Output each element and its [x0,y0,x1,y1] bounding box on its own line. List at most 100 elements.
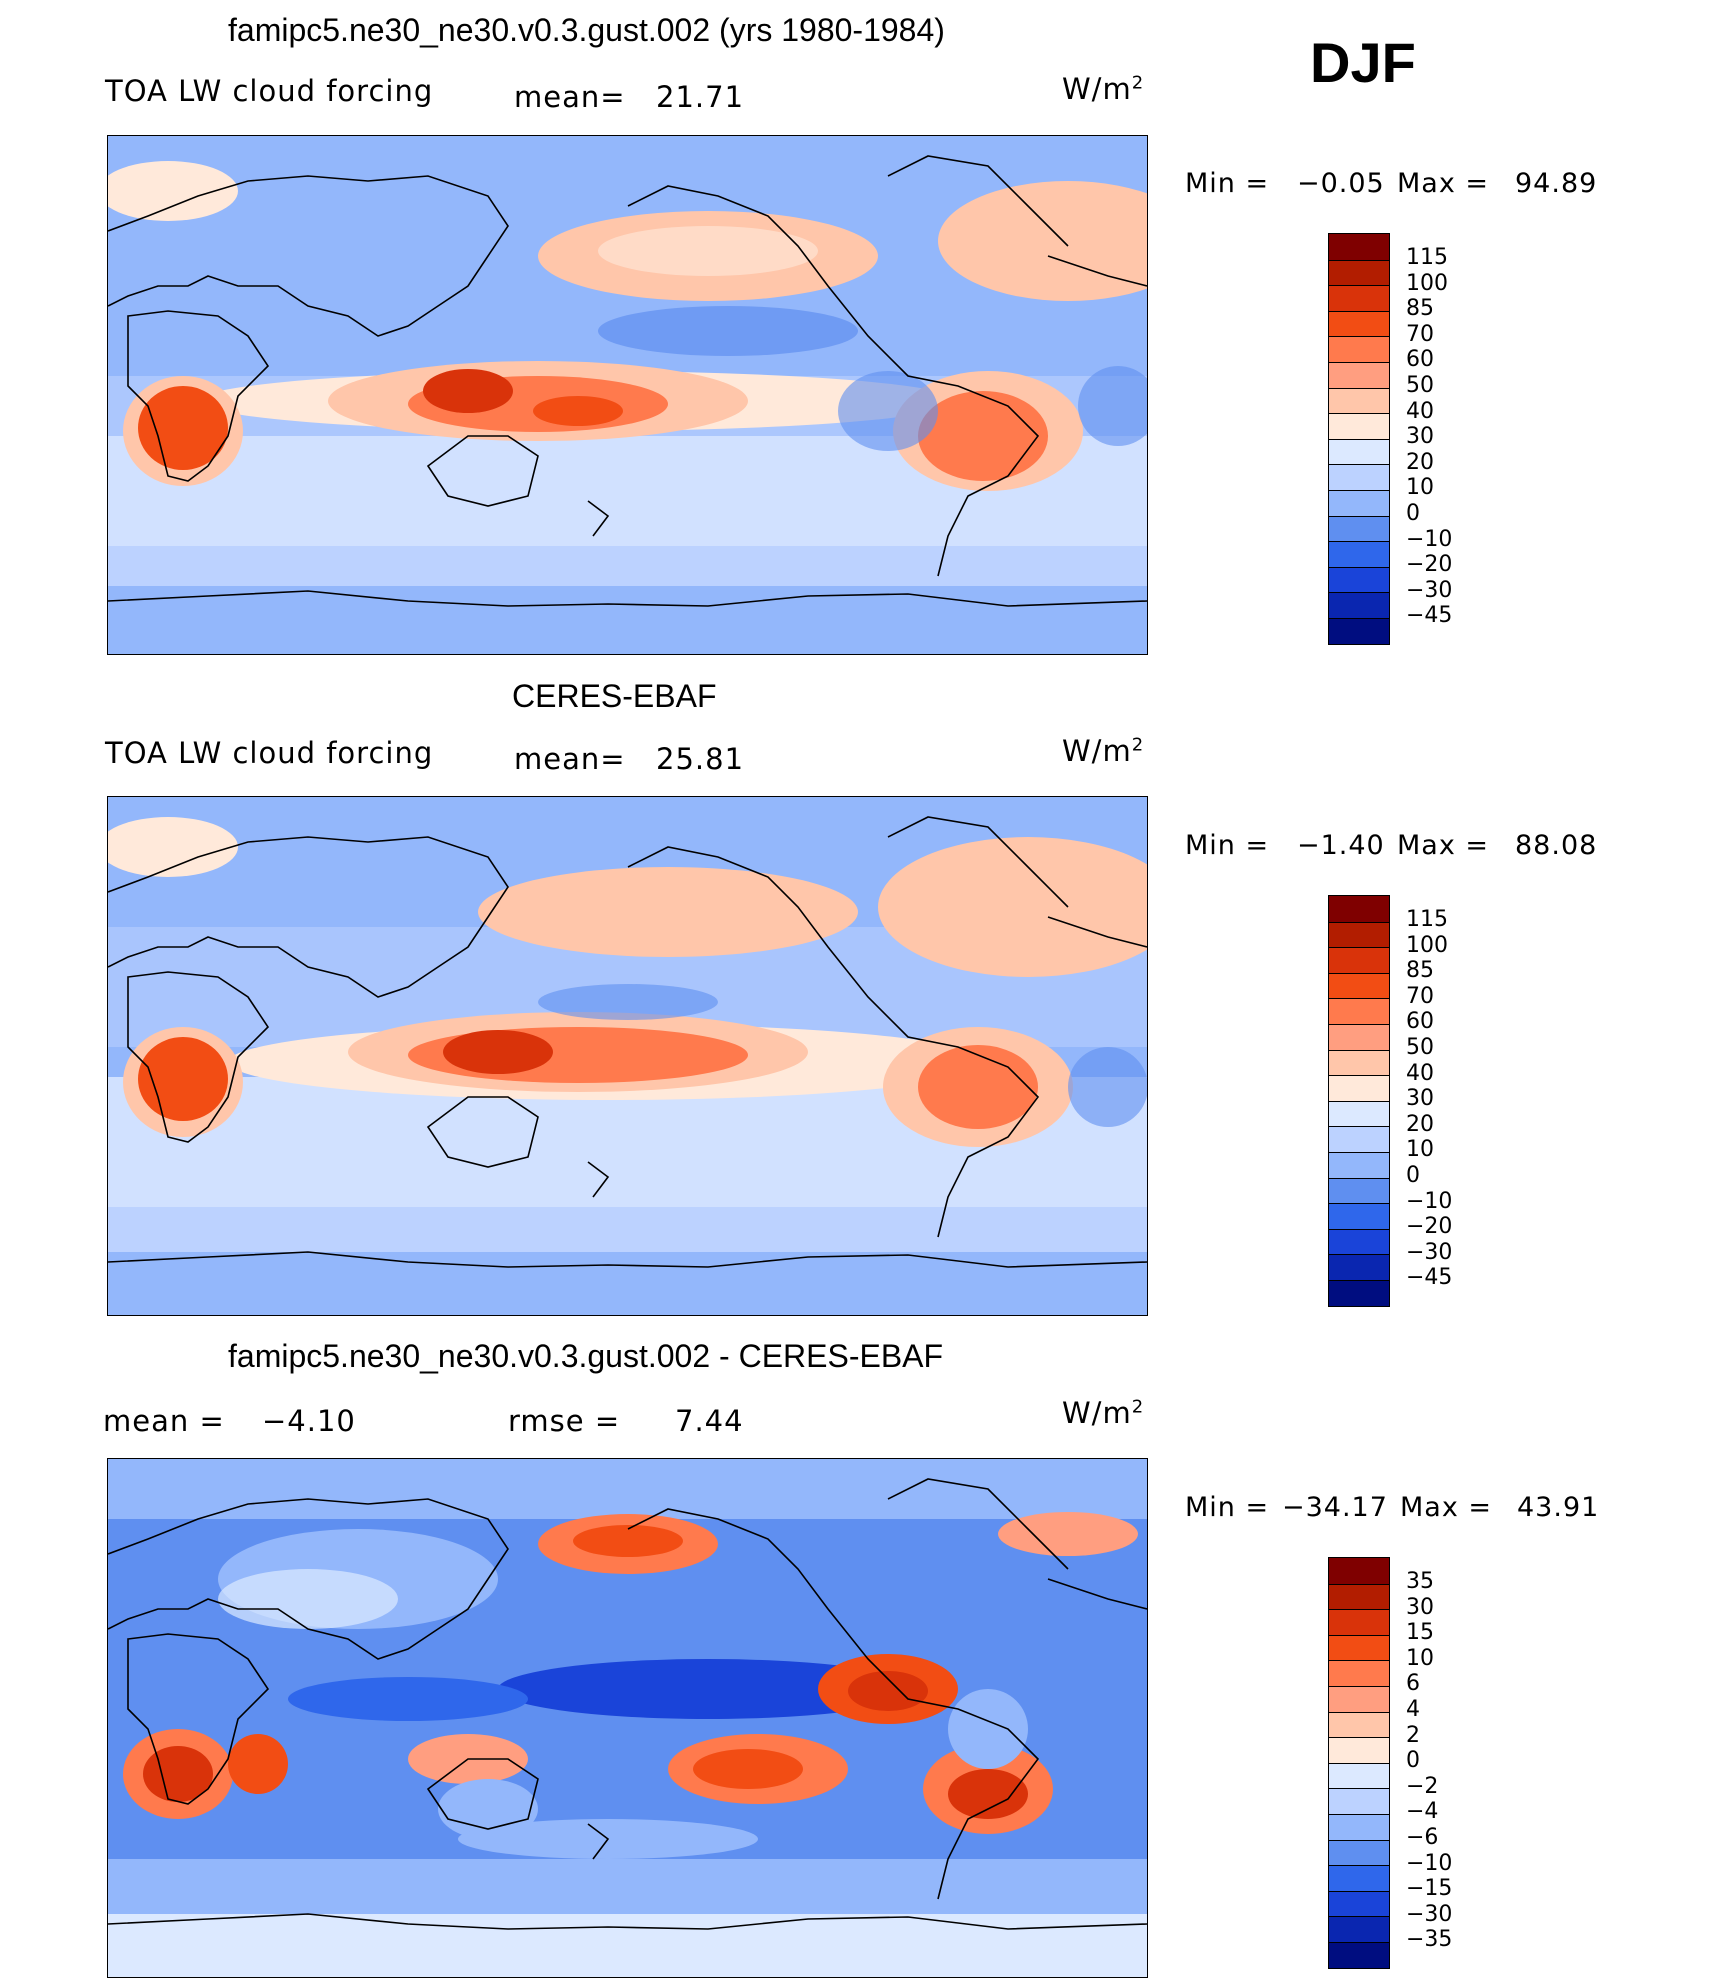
colorbar-swatch [1329,1737,1389,1763]
colorbar-swatch [1329,234,1389,260]
panel-1-min-value: −0.05 [1297,168,1385,199]
colorbar-swatch [1329,1049,1389,1076]
panel-1-title: famipc5.ne30_ne30.v0.3.gust.002 (yrs 198… [228,12,945,48]
panel-2-min-value: −1.40 [1297,830,1385,861]
colorbar-tick-label: −10 [1406,1188,1453,1214]
colorbar-tick-label: 4 [1406,1697,1420,1722]
colorbar-swatch [1329,947,1389,973]
colorbar-swatch [1329,285,1389,311]
colorbar-swatch [1329,259,1389,286]
panel-3-max-label: Max = [1400,1492,1493,1523]
colorbar-swatch [1329,1203,1389,1229]
panel-1-map [107,135,1148,655]
colorbar-tick-label: 60 [1406,347,1434,373]
colorbar-tick-label: 10 [1406,475,1434,501]
panel-2-title: CERES-EBAF [512,678,717,714]
colorbar-swatch [1329,1762,1389,1789]
panel-2-mean-value: 25.81 [656,742,745,776]
colorbar-swatch [1329,1151,1389,1178]
colorbar-swatch [1329,566,1389,593]
panel-3-colorbar [1328,1557,1390,1969]
colorbar-tick-label: 15 [1406,1620,1434,1646]
colorbar-tick-label: −35 [1406,1927,1453,1953]
colorbar-swatch [1329,336,1389,362]
colorbar-swatch [1329,1228,1389,1255]
colorbar-swatch [1329,1126,1389,1152]
colorbar-swatch [1329,1685,1389,1712]
colorbar-swatch [1329,1865,1389,1891]
panel-1-mean-value: 21.71 [656,80,745,114]
colorbar-tick-label: 70 [1406,321,1434,347]
colorbar-swatch [1329,310,1389,337]
panel-3-max-value: 43.91 [1517,1492,1600,1523]
panel-2-variable-label: TOA LW cloud forcing [105,736,434,770]
colorbar-tick-label: 40 [1406,398,1434,424]
panel-1-min-label: Min = [1185,168,1270,199]
colorbar-swatch [1329,541,1389,567]
panel-2-colorbar [1328,895,1390,1307]
colorbar-tick-label: 2 [1406,1722,1420,1748]
colorbar-tick-label: 30 [1406,1594,1434,1620]
panel-1-mean-label: mean= [514,80,626,114]
colorbar-tick-label: −10 [1406,526,1453,552]
colorbar-swatch [1329,1279,1389,1306]
colorbar-tick-label: 40 [1406,1060,1434,1086]
colorbar-swatch [1329,1660,1389,1686]
colorbar-tick-label: 0 [1406,1163,1420,1188]
panel-2-min-label: Min = [1185,830,1270,861]
panel-3-mean-label: mean = [103,1404,225,1438]
colorbar-tick-label: −10 [1406,1850,1453,1876]
panel-2-max-label: Max = [1397,830,1490,861]
colorbar-swatch [1329,998,1389,1024]
colorbar-swatch [1329,592,1389,618]
colorbar-tick-label: −15 [1406,1876,1453,1902]
panel-3-mean-value: −4.10 [262,1404,356,1438]
colorbar-tick-label: 10 [1406,1645,1434,1671]
panel-3-min-value: −34.17 [1282,1492,1388,1523]
colorbar-swatch [1329,1558,1389,1584]
colorbar-swatch [1329,1254,1389,1280]
colorbar-tick-label: 0 [1406,1748,1420,1774]
colorbar-swatch [1329,617,1389,644]
colorbar-tick-label: 100 [1406,270,1448,296]
colorbar-tick-label: −20 [1406,1214,1453,1240]
colorbar-tick-label: 85 [1406,958,1434,984]
panel-2-mean-label: mean= [514,742,626,776]
colorbar-tick-label: −30 [1406,1239,1453,1265]
panel-2-max-value: 88.08 [1515,830,1598,861]
colorbar-tick-label: 20 [1406,1111,1434,1137]
colorbar-swatch [1329,1583,1389,1610]
colorbar-tick-label: 20 [1406,449,1434,475]
colorbar-tick-label: 6 [1406,1671,1420,1697]
panel-3-rmse-value: 7.44 [675,1404,744,1438]
colorbar-tick-label: −45 [1406,1265,1453,1291]
panel-3-map [107,1458,1148,1978]
panel-1-colorbar [1328,233,1390,645]
panel-2-map [107,796,1148,1316]
colorbar-tick-label: 100 [1406,932,1448,958]
colorbar-swatch [1329,438,1389,465]
colorbar-tick-label: −4 [1406,1799,1439,1825]
colorbar-swatch [1329,1711,1389,1738]
colorbar-tick-label: 35 [1406,1569,1434,1594]
panel-3-units: W/m2 [1062,1396,1145,1430]
panel-1-variable-label: TOA LW cloud forcing [105,74,434,108]
colorbar-tick-label: −6 [1406,1825,1439,1850]
colorbar-tick-label: 60 [1406,1009,1434,1035]
colorbar-tick-label: 85 [1406,296,1434,322]
colorbar-swatch [1329,1941,1389,1968]
colorbar-tick-label: 50 [1406,373,1434,398]
colorbar-tick-label: −2 [1406,1773,1439,1799]
colorbar-swatch [1329,413,1389,439]
colorbar-tick-label: −30 [1406,1901,1453,1927]
colorbar-swatch [1329,515,1389,542]
panel-3-title: famipc5.ne30_ne30.v0.3.gust.002 - CERES-… [228,1338,944,1374]
panel-1-max-value: 94.89 [1515,168,1598,199]
colorbar-swatch [1329,464,1389,490]
colorbar-swatch [1329,896,1389,922]
colorbar-swatch [1329,1890,1389,1917]
panel-3-rmse-label: rmse = [508,1404,621,1438]
panel-3-min-label: Min = [1185,1492,1270,1523]
colorbar-tick-label: 0 [1406,501,1420,526]
colorbar-swatch [1329,1023,1389,1050]
